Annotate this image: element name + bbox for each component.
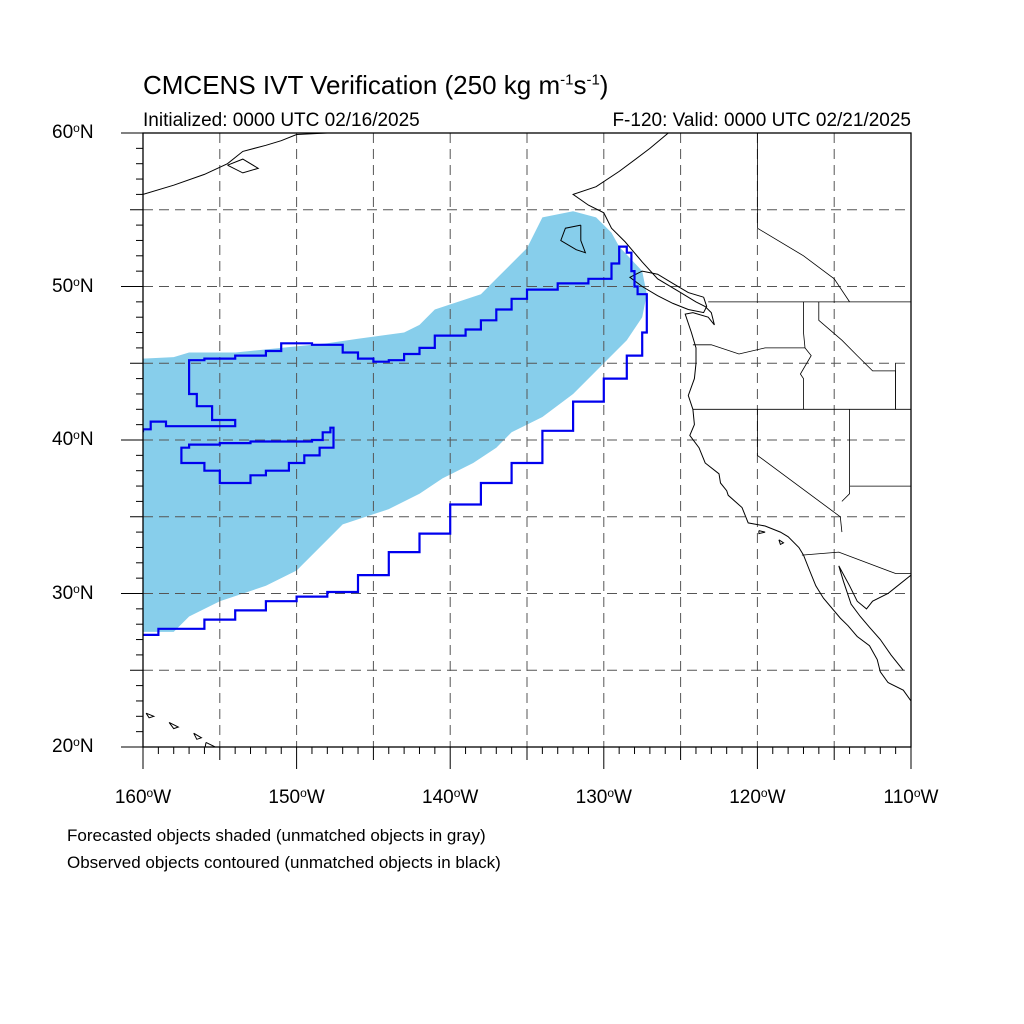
- lon-label: 150oW: [247, 786, 347, 809]
- degree-symbol: o: [760, 786, 768, 800]
- political-border: [757, 133, 850, 303]
- lon-label: 140oW: [400, 786, 500, 809]
- lat-label: 30oN: [52, 582, 112, 605]
- lat-label: 60oN: [52, 121, 112, 144]
- lon-value: 160: [114, 787, 147, 808]
- lon-value: 150: [268, 787, 301, 808]
- lon-value: 130: [575, 787, 608, 808]
- coastline: [572, 133, 911, 702]
- initialized-time: Initialized: 0000 UTC 02/16/2025: [143, 110, 420, 131]
- degree-symbol: o: [73, 274, 80, 289]
- lat-hemisphere: N: [79, 429, 94, 450]
- lon-hemisphere: W: [614, 787, 632, 808]
- coastline: [145, 712, 156, 719]
- political-border: [801, 551, 911, 574]
- lon-value: 140: [422, 787, 454, 808]
- lon-hemisphere: W: [153, 787, 172, 808]
- map-plot-area: [143, 133, 911, 747]
- political-border: [841, 409, 850, 502]
- coastline: [628, 270, 708, 314]
- degree-symbol: o: [73, 428, 80, 442]
- lat-value: 40: [52, 429, 74, 450]
- coastline: [560, 224, 587, 254]
- lat-label: 20oN: [52, 735, 112, 758]
- coastline: [227, 158, 260, 174]
- note-observed: Observed objects contoured (unmatched ob…: [67, 853, 501, 872]
- lat-value: 20: [52, 736, 74, 757]
- lon-value: 120: [729, 787, 761, 808]
- valid-time: F-120: Valid: 0000 UTC 02/21/2025: [612, 110, 911, 131]
- note-forecast: Forecasted objects shaded (unmatched obj…: [67, 826, 486, 845]
- political-border: [895, 363, 911, 410]
- degree-symbol: o: [73, 121, 80, 135]
- forecast-object-shading: [143, 211, 647, 632]
- lon-hemisphere: W: [306, 787, 325, 808]
- degree-symbol: o: [300, 786, 307, 800]
- coastlines-and-borders: [143, 133, 911, 747]
- lon-label: 160oW: [93, 786, 193, 809]
- political-border: [799, 347, 812, 410]
- axis-ticks: [121, 132, 912, 769]
- lat-value: 60: [52, 122, 74, 143]
- political-border: [757, 409, 843, 533]
- observed-object-contour: [143, 245, 648, 636]
- lat-label: 40oN: [52, 428, 112, 451]
- coastline: [778, 539, 785, 546]
- lon-value: 110: [883, 787, 914, 808]
- title-suffix: ): [599, 70, 609, 100]
- political-border: [692, 301, 806, 355]
- lat-value: 30: [52, 582, 74, 604]
- coastline: [758, 530, 766, 535]
- lat-hemisphere: N: [79, 582, 94, 604]
- lon-hemisphere: W: [920, 787, 939, 808]
- coastline: [193, 732, 203, 740]
- lon-hemisphere: W: [460, 787, 479, 808]
- degree-symbol: o: [146, 786, 154, 800]
- lat-lon-gridlines: [143, 133, 911, 747]
- degree-symbol: o: [73, 735, 80, 749]
- degree-symbol: o: [453, 786, 461, 800]
- lat-label: 50oN: [52, 275, 112, 298]
- lat-value: 50: [52, 275, 74, 297]
- coastline: [143, 133, 328, 195]
- lat-hemisphere: N: [79, 736, 94, 757]
- lon-hemisphere: W: [767, 787, 786, 808]
- degree-symbol: o: [607, 786, 615, 800]
- title-exp1: -1: [560, 71, 574, 89]
- chart-title: CMCENS IVT Verification (250 kg m-1s-1): [143, 70, 608, 101]
- coastline: [838, 565, 911, 671]
- degree-symbol: o: [913, 786, 921, 800]
- lon-label: 130oW: [554, 786, 654, 809]
- coastline: [168, 721, 180, 730]
- lon-label: 120oW: [707, 786, 807, 809]
- degree-symbol: o: [73, 581, 80, 596]
- title-exp2: -1: [586, 71, 600, 89]
- lat-hemisphere: N: [79, 275, 94, 297]
- title-mid: s: [573, 70, 587, 100]
- lon-label: 110oW: [861, 786, 961, 809]
- lat-hemisphere: N: [79, 122, 94, 143]
- title-prefix: CMCENS IVT Verification (250 kg m: [143, 70, 561, 100]
